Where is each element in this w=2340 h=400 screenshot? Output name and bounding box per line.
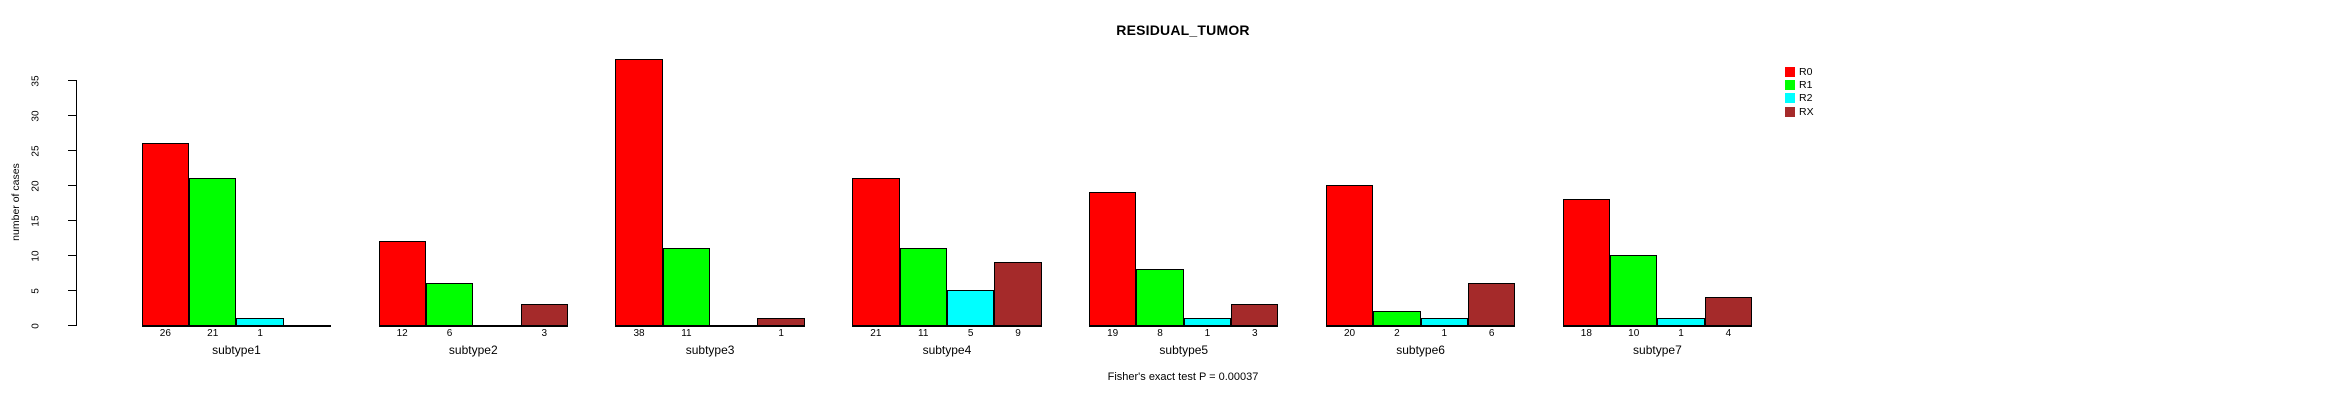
y-tick-label: 20: [30, 179, 42, 192]
y-tick-label: 25: [30, 144, 42, 157]
group-baseline: [141, 325, 332, 327]
bar-R0-subtype5: [1089, 192, 1137, 326]
bar-value-label: 11: [681, 327, 692, 339]
bar-R1-subtype2: [425, 283, 474, 326]
bar-RX-subtype3: [757, 318, 805, 326]
bar-value-label: 4: [1725, 327, 1732, 339]
bar-value-label: 3: [1252, 327, 1258, 339]
group-baseline: [615, 325, 805, 327]
legend-swatch-R2: [1785, 93, 1795, 104]
y-tick-label: 0: [30, 322, 42, 329]
bar-value-label: 26: [159, 327, 171, 339]
chart-title: RESIDUAL_TUMOR: [1116, 22, 1250, 38]
y-tick-mark: [68, 325, 76, 327]
y-tick-label: 35: [30, 74, 42, 87]
bar-value-label: 3: [541, 327, 548, 339]
bar-value-label: 1: [257, 327, 263, 339]
bar-value-label: 12: [396, 327, 408, 339]
y-tick-mark: [68, 185, 76, 187]
bar-R0-subtype1: [141, 143, 190, 326]
bar-R1-subtype7: [1610, 255, 1658, 326]
y-tick-mark: [68, 150, 76, 152]
y-tick-label: 10: [30, 249, 42, 262]
y-tick-mark: [68, 220, 76, 222]
legend-label-R0: R0: [1799, 65, 1813, 78]
bar-RX-subtype2: [520, 304, 568, 326]
y-tick-label: 15: [30, 214, 42, 227]
y-tick-label: 5: [30, 287, 42, 294]
bar-value-label: 1: [1441, 327, 1448, 339]
y-axis-line: [76, 80, 78, 326]
bar-R2-subtype6: [1420, 318, 1468, 326]
bar-RX-subtype4: [994, 262, 1042, 326]
bar-value-label: 9: [1015, 327, 1021, 339]
x-category-label-subtype4: subtype4: [922, 343, 972, 357]
bar-R2-subtype4: [946, 290, 995, 326]
bar-value-label: 8: [1157, 327, 1163, 339]
legend-swatch-R1: [1785, 79, 1795, 90]
bar-R0-subtype6: [1325, 185, 1374, 326]
bar-value-label: 6: [446, 327, 453, 339]
bar-value-label: 21: [207, 327, 219, 339]
bar-RX-subtype6: [1467, 283, 1516, 326]
y-tick-label: 30: [30, 109, 42, 122]
bar-value-label: 11: [918, 327, 929, 339]
bar-R0-subtype4: [852, 178, 900, 326]
legend-swatch-RX: [1785, 106, 1795, 117]
bar-value-label: 19: [1107, 327, 1119, 339]
x-category-label-subtype3: subtype3: [685, 343, 735, 357]
bar-R1-subtype4: [899, 248, 947, 326]
legend-label-RX: RX: [1799, 105, 1814, 118]
bar-R1-subtype1: [189, 178, 237, 326]
bar-value-label: 18: [1580, 327, 1592, 339]
x-category-label-subtype6: subtype6: [1396, 343, 1445, 357]
bar-RX-subtype7: [1704, 297, 1753, 326]
fisher-test-annotation: Fisher's exact test P = 0.00037: [1107, 371, 1259, 383]
group-baseline: [378, 325, 568, 327]
y-tick-mark: [68, 115, 76, 117]
bar-R0-subtype7: [1562, 199, 1611, 326]
bar-R2-subtype5: [1183, 318, 1232, 326]
y-axis-label: number of cases: [10, 163, 22, 241]
bar-RX-subtype5: [1231, 304, 1279, 326]
bar-value-label: 2: [1394, 327, 1400, 339]
x-category-label-subtype5: subtype5: [1159, 343, 1209, 357]
bar-value-label: 21: [870, 327, 882, 339]
bar-value-label: 1: [1204, 327, 1211, 339]
legend-label-R1: R1: [1799, 78, 1813, 91]
x-category-label-subtype1: subtype1: [212, 343, 261, 357]
y-tick-mark: [68, 80, 76, 82]
bar-value-label: 1: [1678, 327, 1684, 339]
bar-value-label: 6: [1488, 327, 1495, 339]
legend-swatch-R0: [1785, 66, 1795, 77]
bar-value-label: 5: [967, 327, 974, 339]
x-category-label-subtype2: subtype2: [448, 343, 498, 357]
bar-R1-subtype3: [662, 248, 711, 326]
bar-R1-subtype6: [1373, 311, 1421, 326]
bar-R2-subtype7: [1657, 318, 1705, 326]
bar-R1-subtype5: [1136, 269, 1184, 326]
bar-value-label: 10: [1628, 327, 1640, 339]
bar-value-label: 20: [1343, 327, 1356, 339]
bar-R0-subtype3: [615, 59, 663, 326]
x-category-label-subtype7: subtype7: [1633, 343, 1682, 357]
bar-value-label: 1: [778, 327, 784, 339]
y-tick-mark: [68, 290, 76, 292]
y-tick-mark: [68, 255, 76, 257]
bar-R0-subtype2: [378, 241, 426, 326]
legend-label-R2: R2: [1799, 92, 1813, 105]
bar-R2-subtype1: [236, 318, 284, 326]
bar-value-label: 38: [633, 327, 645, 339]
